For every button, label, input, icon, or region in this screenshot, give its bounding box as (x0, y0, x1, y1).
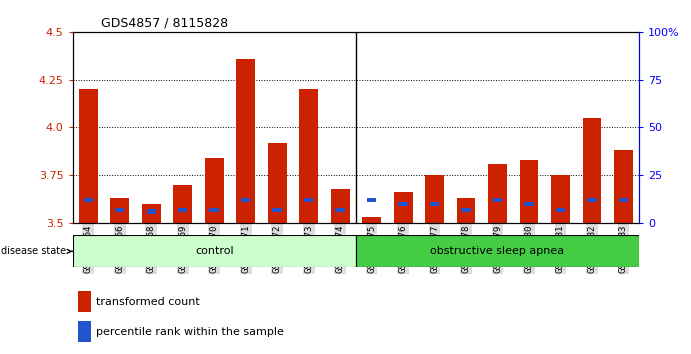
Bar (299, 89, 318, 223)
Bar (304, 198, 313, 202)
Bar (236, 59, 255, 223)
Bar (356, 235, 639, 267)
Bar (583, 118, 601, 223)
Bar (111, 198, 129, 223)
Bar (84, 198, 93, 202)
Bar (73, 235, 356, 267)
Text: transformed count: transformed count (96, 297, 200, 307)
Bar (178, 207, 187, 212)
Text: control: control (195, 246, 234, 256)
Bar (272, 207, 282, 212)
Bar (587, 198, 596, 202)
Bar (394, 193, 413, 223)
Bar (462, 207, 471, 212)
Bar (488, 164, 507, 223)
Text: obstructive sleep apnea: obstructive sleep apnea (430, 246, 565, 256)
Bar (457, 198, 475, 223)
Bar (173, 185, 192, 223)
Bar (79, 89, 97, 223)
Bar (618, 198, 628, 202)
Bar (493, 198, 502, 202)
Bar (430, 202, 439, 206)
Text: disease state: disease state (1, 246, 72, 256)
Bar (142, 204, 161, 223)
Bar (267, 143, 287, 223)
Bar (205, 158, 224, 223)
Text: percentile rank within the sample: percentile rank within the sample (96, 327, 284, 337)
Bar (241, 198, 250, 202)
Bar (78, 291, 91, 312)
Bar (209, 207, 219, 212)
Bar (367, 198, 377, 202)
Text: GDS4857 / 8115828: GDS4857 / 8115828 (101, 16, 228, 29)
Bar (335, 207, 345, 212)
Bar (524, 202, 533, 206)
Bar (78, 321, 91, 342)
Bar (425, 175, 444, 223)
Bar (331, 189, 350, 223)
Bar (362, 217, 381, 223)
Bar (551, 175, 570, 223)
Bar (556, 207, 565, 212)
Bar (520, 160, 538, 223)
Bar (614, 150, 633, 223)
Bar (398, 202, 408, 206)
Bar (115, 207, 124, 212)
Bar (146, 210, 156, 214)
